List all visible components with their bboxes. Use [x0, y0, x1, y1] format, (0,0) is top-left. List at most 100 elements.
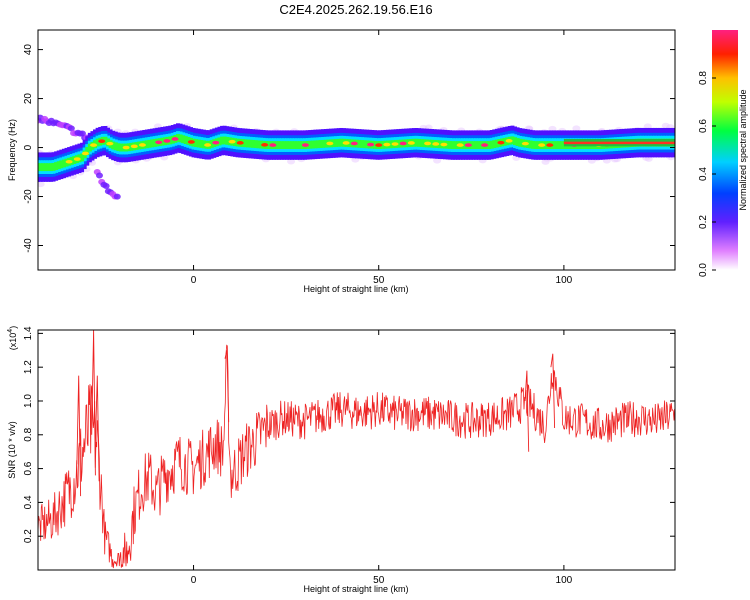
spectrogram-ridge-cell [380, 140, 385, 149]
spectrogram-halo [572, 125, 581, 132]
spectrogram-peak-cell [122, 145, 130, 150]
spectrogram-peak-cell [456, 143, 464, 147]
spectrogram-ridge-cell [282, 141, 287, 150]
spectrogram-ridge-cell [362, 140, 367, 149]
spectrogram-ridge-cell [360, 140, 365, 148]
spectrogram-ridge-cell [277, 141, 282, 150]
spectrogram-ridge-cell [331, 139, 336, 148]
spectrogram-ridge-cell [515, 138, 520, 146]
snr-plot-area [38, 330, 675, 569]
spectrogram-ridge-cell [437, 140, 442, 149]
colorbar-tick-label: 0.0 [698, 263, 709, 277]
spectrogram-peak-cell [171, 137, 179, 141]
spectrogram-peak-cell [424, 141, 432, 146]
spectrogram-ridge-cell [51, 162, 56, 171]
spectrogram-ridge-cell [181, 135, 186, 144]
spectrogram-ridge-cell [168, 136, 173, 145]
spectrogram-ridge-cell [334, 139, 339, 147]
spectrogram-ridge-cell [417, 138, 422, 147]
spectrogram-ridge-cell [222, 136, 227, 145]
spectrogram-peak-cell [90, 143, 98, 147]
spectrogram-ridge-cell [113, 142, 118, 151]
spectrogram-ridge-cell [284, 141, 289, 150]
spectrogram-peak-cell [538, 143, 546, 147]
spectrogram-peak-cell [367, 142, 375, 147]
spectrogram-ridge-cell [196, 139, 201, 148]
colorbar-label: Normalized spectral amplitude [738, 89, 748, 210]
spectrogram-tail-core [563, 141, 675, 145]
spectrogram-ridge-cell [274, 141, 279, 150]
spectrogram-ridge-cell [318, 140, 323, 148]
spectrogram-ridge-cell [313, 140, 318, 149]
spectrogram-halo [661, 122, 670, 129]
spectrogram-ridge-cell [419, 139, 424, 147]
spectrogram-ridge-cell [251, 139, 256, 148]
spectrogram-ridge-cell [38, 163, 43, 172]
spectrogram-halo [287, 158, 296, 165]
spectrogram-plot-area [38, 114, 675, 200]
spectrogram-ridge-cell [95, 138, 100, 147]
spectrogram-ridge-cell [209, 140, 214, 148]
snr-spike [524, 370, 530, 452]
spectrogram-ridge-cell [492, 140, 497, 149]
spectrogram-halo [433, 157, 442, 164]
spectrogram-y-axis-label: Frequency (Hz) [7, 119, 17, 181]
spectrogram-branch-cell [113, 193, 121, 200]
spectrogram-ridge-cell [357, 139, 362, 148]
spectrogram-panel: 0 50 100 -40 -20 0 20 40 Height of straight lin… [7, 29, 676, 294]
spectrogram-ridge-cell [476, 141, 481, 150]
spectrogram-y-tick-label: -40 [23, 238, 34, 253]
spectrogram-ridge-cell [59, 160, 64, 169]
spectrogram-ridge-cell [321, 139, 326, 148]
spectrogram-ridge-cell [220, 136, 225, 145]
spectrogram-peak-cell [301, 143, 309, 147]
spectrogram-ridge-cell [315, 140, 320, 149]
spectrogram-ridge-cell [494, 139, 499, 148]
spectrogram-ridge-cell [48, 163, 53, 172]
spectrogram-ridge-cell [450, 141, 455, 150]
snr-x-tick-label: 0 [191, 575, 197, 586]
snr-spike [224, 350, 230, 423]
snr-panel: 0 50 100 0.2 0.4 0.6 0.8 1.0 1.2 1.4 Height of st… [7, 326, 676, 594]
spectrogram-peak-cell [342, 141, 350, 145]
spectrogram-peak-cell [65, 159, 73, 164]
colorbar-tick-label: 0.6 [698, 119, 709, 133]
spectrogram-ridge-cell [201, 140, 206, 149]
spectrogram-ridge-cell [116, 143, 121, 152]
spectrogram-ridge-cell [56, 161, 61, 170]
spectrogram-peak-cell [81, 151, 89, 156]
snr-y-tick-label: 1.4 [23, 326, 34, 340]
spectrogram-ridge-cell [248, 139, 253, 148]
spectrogram-branch-cell [95, 172, 103, 179]
spectrogram-ridge-cell [487, 141, 492, 150]
spectrogram-ridge-cell [144, 140, 149, 149]
spectrogram-ridge-cell [243, 139, 248, 148]
snr-x-tick-label: 50 [373, 575, 385, 586]
spectrogram-ridge-cell [61, 159, 66, 168]
spectrogram-x-tick-label: 0 [191, 275, 197, 286]
spectrogram-peak-cell [481, 143, 489, 147]
spectrogram-ridge-cell [43, 163, 48, 172]
spectrogram-x-axis-label: Height of straight line (km) [303, 284, 408, 294]
spectrogram-peak-cell [236, 141, 244, 145]
spectrogram-ridge-cell [279, 141, 284, 150]
spectrogram-ridge-cell [217, 137, 222, 146]
snr-spike [76, 375, 82, 497]
snr-spike [94, 375, 100, 482]
spectrogram-ridge-cell [518, 138, 523, 147]
spectrogram-ridge-cell [160, 137, 165, 146]
spectrogram-peak-cell [73, 157, 81, 161]
spectrogram-peak-cell [399, 141, 407, 146]
spectrogram-peak-cell [138, 143, 146, 147]
spectrogram-peak-cell [326, 141, 334, 146]
spectrogram-ridge-cell [297, 141, 302, 150]
spectrogram-ridge-cell [152, 139, 157, 147]
spectrogram-branch-cell [102, 183, 110, 190]
spectrogram-ridge-cell [557, 141, 562, 150]
spectrogram-ridge-cell [80, 153, 85, 162]
spectrogram-peak-cell [130, 144, 138, 149]
spectrogram-ridge-cell [445, 140, 450, 149]
spectrogram-ridge-cell [489, 140, 494, 149]
spectrogram-peak-cell [505, 139, 513, 143]
